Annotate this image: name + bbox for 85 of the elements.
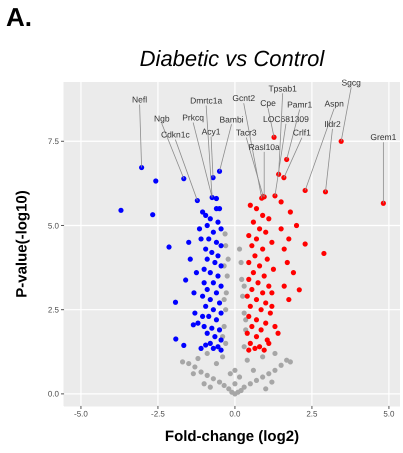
annotation: Acy1 — [202, 126, 221, 137]
y-tick-label: 5.0 — [48, 221, 60, 230]
annotation: Cdkn1c — [160, 130, 191, 140]
point — [229, 390, 234, 395]
annotation: Ngb — [154, 114, 170, 124]
x-tick-label: 2.5 — [306, 410, 318, 419]
point — [222, 324, 227, 330]
point — [248, 381, 253, 386]
point — [222, 231, 228, 236]
annotation: Ildr2 — [324, 118, 342, 129]
point — [204, 372, 210, 378]
annotation: Sgcg — [341, 77, 362, 88]
point — [238, 388, 244, 394]
point — [250, 368, 256, 373]
point — [254, 378, 260, 384]
point — [198, 369, 204, 375]
annotation: Tacr3 — [236, 128, 257, 138]
point — [243, 317, 248, 322]
annotation: Crlf1 — [292, 128, 312, 138]
point — [186, 360, 192, 366]
point — [223, 340, 228, 346]
annotation: Grem1 — [370, 132, 397, 142]
point — [260, 354, 266, 360]
point — [244, 358, 250, 363]
point — [180, 359, 186, 364]
point — [226, 386, 232, 392]
point — [269, 379, 274, 385]
point — [278, 362, 284, 368]
point — [224, 273, 230, 279]
point — [192, 364, 198, 370]
point — [236, 374, 242, 380]
annotation: Nefl — [132, 94, 148, 105]
x-tick-label: 0.0 — [229, 410, 242, 419]
point — [266, 371, 272, 376]
y-axis-title: P-value(-log10) — [14, 190, 30, 298]
annotation: Aspn — [324, 98, 344, 108]
point — [288, 359, 293, 364]
x-tick-label: 5.0 — [383, 410, 396, 419]
point — [239, 276, 244, 282]
point — [222, 382, 227, 388]
chart-title: Diabetic vs Control — [138, 46, 326, 72]
point — [214, 360, 220, 366]
annotation: Bambi — [219, 114, 244, 124]
point — [240, 294, 246, 299]
annotation: Cpe — [260, 98, 276, 108]
point — [224, 290, 229, 296]
point — [223, 307, 228, 312]
text: A. — [6, 2, 32, 33]
point — [228, 371, 233, 376]
point — [260, 374, 266, 380]
point — [204, 350, 210, 356]
annotation: Pamr1 — [287, 99, 312, 110]
y-tick-label: 2.5 — [48, 306, 60, 315]
y-tick-label: 7.5 — [48, 137, 60, 146]
point — [210, 376, 216, 382]
point — [216, 379, 222, 385]
point — [232, 368, 238, 373]
point — [272, 350, 278, 356]
point — [220, 354, 226, 360]
point — [195, 356, 201, 362]
point — [208, 384, 213, 390]
annotation: Rasl10a — [248, 142, 280, 152]
point — [263, 386, 268, 392]
point — [242, 384, 247, 390]
annotation: LOC681309 — [263, 114, 310, 124]
y-tick-label: 0.0 — [48, 390, 60, 399]
annotation: Tpsab1 — [268, 83, 298, 94]
point — [242, 344, 247, 350]
point — [223, 243, 228, 248]
point — [202, 381, 207, 386]
point — [222, 296, 227, 302]
point — [226, 256, 231, 262]
annotation: Prkcq — [182, 112, 204, 123]
annotation: Dmrtc1a — [190, 96, 222, 106]
point — [238, 260, 244, 266]
point — [232, 381, 238, 386]
point — [236, 246, 242, 252]
point — [190, 371, 196, 376]
point — [272, 368, 278, 373]
annotation: Gcnt2 — [232, 93, 256, 104]
x-axis-title: Fold-change (log2) — [164, 428, 300, 445]
point — [242, 310, 247, 316]
x-tick-label: -5.0 — [74, 410, 88, 419]
point — [242, 284, 247, 289]
x-tick-label: -2.5 — [151, 410, 166, 419]
